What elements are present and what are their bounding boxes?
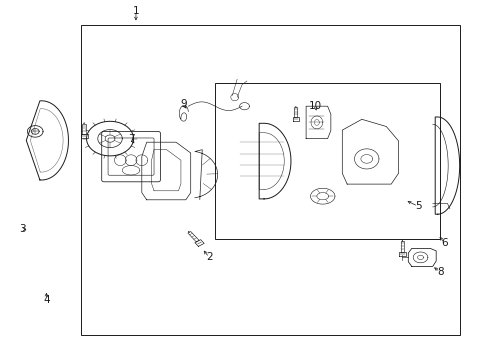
Text: 3: 3 [19, 224, 25, 234]
Text: 5: 5 [414, 201, 421, 211]
Text: 4: 4 [43, 294, 50, 305]
Text: 10: 10 [308, 101, 321, 111]
Text: 8: 8 [436, 267, 443, 277]
Text: 7: 7 [127, 134, 134, 144]
Text: 1: 1 [132, 6, 139, 16]
Text: 6: 6 [441, 238, 447, 248]
Bar [215, 83, 439, 239]
Bar [81, 25, 459, 335]
Text: 2: 2 [205, 252, 212, 262]
Text: 9: 9 [180, 99, 186, 109]
